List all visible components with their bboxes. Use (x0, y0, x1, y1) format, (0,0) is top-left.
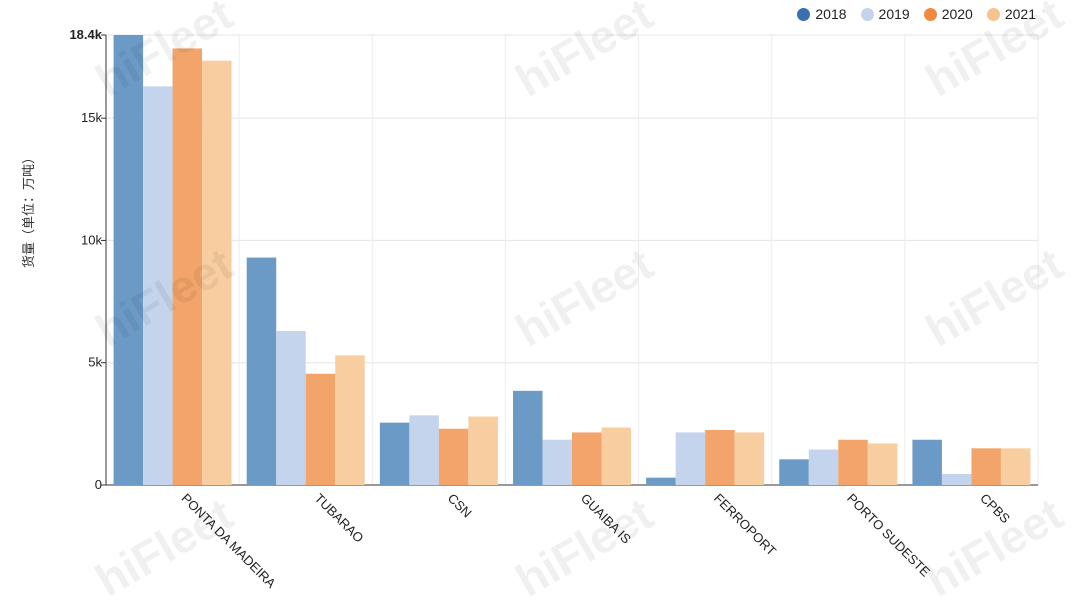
bar-2018-6 (912, 439, 942, 485)
x-tick-label: PONTA DA MADEIRA (178, 491, 279, 592)
bar-2018-5 (779, 459, 809, 485)
legend-item-2018[interactable]: 2018 (797, 6, 847, 22)
bar-2020-4 (705, 429, 735, 485)
x-tick-label: FERROPORT (711, 491, 779, 559)
bar-2021-6 (1000, 448, 1031, 485)
bar-2021-2 (468, 416, 498, 485)
bar-2019-1 (276, 330, 306, 485)
bar-2019-3 (542, 439, 572, 485)
legend-label-2019: 2019 (878, 6, 910, 22)
legend-label-2021: 2021 (1004, 6, 1036, 22)
legend-label-2020: 2020 (941, 6, 973, 22)
bar-2021-3 (601, 427, 631, 485)
legend-label-2018: 2018 (815, 6, 847, 22)
x-tick-label: PORTO SUDESTE (844, 491, 933, 580)
bar-2021-4 (734, 432, 765, 485)
bar-2021-5 (867, 443, 898, 485)
bar-2019-6 (941, 473, 972, 485)
y-tick-label: 10k (81, 232, 102, 247)
bar-2021-0 (202, 60, 232, 485)
bar-2020-0 (172, 48, 203, 486)
bar-2020-1 (305, 373, 336, 485)
bar-2018-3 (513, 390, 543, 485)
y-tick-label: 0 (95, 477, 102, 492)
bar-2018-2 (379, 422, 410, 485)
legend-item-2019[interactable]: 2019 (860, 6, 910, 22)
y-axis-label: 货量（单位：万吨） (21, 150, 36, 268)
bar-2018-4 (646, 477, 676, 485)
legend: 2018 2019 2020 2021 (797, 6, 1036, 22)
legend-swatch-2019 (860, 7, 874, 21)
bar-2019-5 (808, 449, 839, 485)
y-tick-label: 15k (81, 110, 102, 125)
legend-item-2021[interactable]: 2021 (986, 6, 1036, 22)
bar-2018-1 (246, 257, 277, 485)
bar-2019-4 (675, 432, 706, 485)
bar-2020-6 (971, 448, 1001, 485)
bar-2019-2 (409, 415, 439, 485)
bar-2018-0 (113, 35, 144, 485)
legend-swatch-2021 (986, 7, 1000, 21)
bar-2019-0 (143, 86, 173, 485)
bar-2020-2 (438, 428, 469, 485)
bar-2020-3 (572, 432, 602, 485)
bar-2021-1 (335, 355, 365, 485)
x-tick-label: CPBS (977, 491, 1013, 527)
legend-swatch-2020 (923, 7, 937, 21)
x-tick-label: TUBARAO (312, 491, 367, 546)
x-tick-label: CSN (445, 491, 475, 521)
legend-item-2020[interactable]: 2020 (923, 6, 973, 22)
legend-swatch-2018 (797, 7, 811, 21)
bar-2020-5 (838, 439, 868, 485)
y-tick-label: 5k (88, 355, 102, 370)
y-tick-label: 18.4k (69, 27, 102, 42)
x-tick-label: GUAIBA IS (578, 491, 634, 547)
